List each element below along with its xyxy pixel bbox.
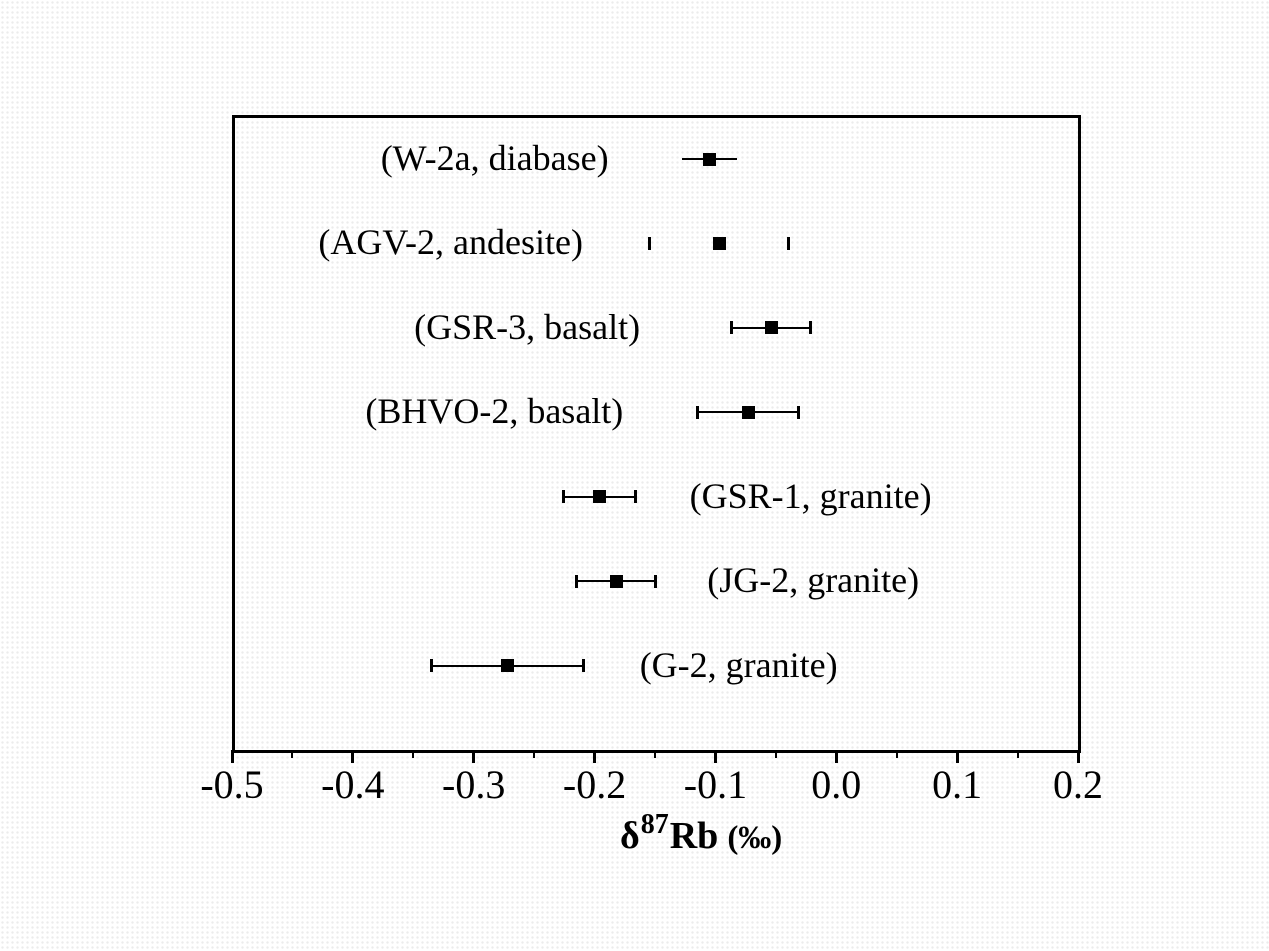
error-bar-cap-right — [796, 405, 800, 419]
data-point-marker — [702, 152, 716, 166]
data-point-marker — [741, 405, 755, 419]
error-bar-cap-left — [430, 659, 434, 673]
axis-title-element: Rb — [669, 815, 719, 857]
series-label: (BHVO-2, basalt) — [365, 391, 624, 432]
x-tick-label: -0.2 — [562, 762, 627, 807]
x-tick-label: -0.5 — [200, 762, 264, 807]
data-point-marker — [501, 659, 515, 673]
x-tick-label: 0.0 — [811, 762, 862, 807]
series-label: (AGV-2, andesite) — [318, 222, 583, 263]
error-bar-cap-right — [654, 574, 658, 588]
series-label: (W-2a, diabase) — [380, 138, 609, 179]
x-major-tick — [834, 750, 838, 763]
x-minor-tick — [774, 750, 777, 758]
x-tick-label: 0.1 — [932, 762, 983, 807]
error-bar-cap-left — [562, 490, 566, 504]
error-bar-cap-left — [696, 405, 700, 419]
x-major-tick — [955, 750, 959, 763]
data-point-marker — [592, 490, 606, 504]
x-minor-tick — [533, 750, 536, 758]
error-bar-cap-left — [647, 236, 651, 250]
data-point-marker — [764, 321, 778, 335]
axis-title-superscript: 87 — [640, 809, 669, 840]
x-tick-label: 0.2 — [1053, 762, 1103, 807]
error-bar-cap-right — [633, 490, 637, 504]
x-major-tick — [230, 750, 234, 763]
x-minor-tick — [1016, 750, 1019, 758]
error-bar-cap-left — [575, 574, 579, 588]
x-minor-tick — [412, 750, 415, 758]
x-major-tick — [472, 750, 476, 763]
series-label: (GSR-1, granite) — [689, 476, 932, 516]
series-label: (GSR-3, basalt) — [414, 307, 641, 348]
x-major-tick — [593, 750, 597, 763]
axis-title-delta: δ — [620, 815, 640, 857]
x-tick-label: -0.4 — [321, 762, 385, 807]
x-tick-label: -0.3 — [442, 762, 506, 807]
axis-title-unit: (‰) — [727, 820, 783, 856]
x-minor-tick — [895, 750, 898, 758]
x-minor-tick — [654, 750, 656, 758]
error-bar-cap-right — [581, 659, 585, 673]
plot-box — [232, 115, 1081, 753]
x-tick-label: -0.1 — [683, 762, 748, 807]
error-bar-cap-left — [730, 321, 734, 335]
series-label: (JG-2, granite) — [707, 560, 920, 601]
x-major-tick — [713, 750, 717, 763]
data-point-marker — [712, 236, 726, 250]
x-minor-tick — [291, 750, 294, 758]
error-bar-cap-right — [787, 236, 791, 250]
x-axis-title: δ87Rb (‰) — [620, 809, 783, 858]
series-label: (G-2, granite) — [639, 644, 838, 685]
data-point-marker — [609, 574, 623, 588]
x-major-tick — [1076, 750, 1080, 763]
error-bar-cap-right — [808, 321, 812, 335]
x-major-tick — [351, 750, 355, 763]
